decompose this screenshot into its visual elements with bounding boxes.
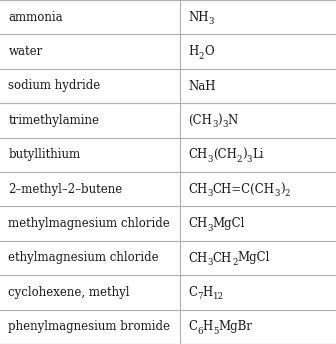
Text: C: C <box>188 320 197 333</box>
Text: ammonia: ammonia <box>8 11 63 24</box>
Text: CH: CH <box>188 251 207 265</box>
Text: 12: 12 <box>213 292 224 301</box>
Text: 3: 3 <box>207 189 213 198</box>
Text: 2: 2 <box>285 189 290 198</box>
Text: O: O <box>204 45 214 58</box>
Text: 3: 3 <box>247 155 252 164</box>
Text: 5: 5 <box>213 327 218 336</box>
Text: 2: 2 <box>237 155 242 164</box>
Text: water: water <box>8 45 43 58</box>
Text: MgCl: MgCl <box>213 217 245 230</box>
Text: CH: CH <box>188 183 207 196</box>
Text: cyclohexene, methyl: cyclohexene, methyl <box>8 286 130 299</box>
Text: C: C <box>188 286 197 299</box>
Text: 3: 3 <box>207 258 213 267</box>
Text: 6: 6 <box>197 327 203 336</box>
Text: H: H <box>203 286 213 299</box>
Text: 2: 2 <box>199 52 204 61</box>
Text: ): ) <box>280 183 285 196</box>
Text: MgCl: MgCl <box>238 251 270 265</box>
Text: 3: 3 <box>207 224 213 233</box>
Text: NaH: NaH <box>188 79 216 93</box>
Text: H: H <box>203 320 213 333</box>
Text: sodium hydride: sodium hydride <box>8 79 101 93</box>
Text: 2: 2 <box>232 258 238 267</box>
Text: 2–methyl–2–butene: 2–methyl–2–butene <box>8 183 123 196</box>
Text: methylmagnesium chloride: methylmagnesium chloride <box>8 217 170 230</box>
Text: H: H <box>188 45 199 58</box>
Text: CH: CH <box>188 148 207 161</box>
Text: CH: CH <box>213 251 232 265</box>
Text: phenylmagnesium bromide: phenylmagnesium bromide <box>8 320 170 333</box>
Text: 3: 3 <box>275 189 280 198</box>
Text: (CH: (CH <box>188 114 212 127</box>
Text: Li: Li <box>252 148 264 161</box>
Text: (CH: (CH <box>213 148 237 161</box>
Text: trimethylamine: trimethylamine <box>8 114 99 127</box>
Text: CH: CH <box>188 217 207 230</box>
Text: ethylmagnesium chloride: ethylmagnesium chloride <box>8 251 159 265</box>
Text: 3: 3 <box>207 155 213 164</box>
Text: 3: 3 <box>209 17 214 26</box>
Text: NH: NH <box>188 11 209 24</box>
Text: 7: 7 <box>197 292 203 301</box>
Text: butyllithium: butyllithium <box>8 148 81 161</box>
Text: MgBr: MgBr <box>218 320 252 333</box>
Text: 3: 3 <box>212 120 217 129</box>
Text: N: N <box>227 114 238 127</box>
Text: ): ) <box>242 148 247 161</box>
Text: ): ) <box>217 114 222 127</box>
Text: CH=C(CH: CH=C(CH <box>213 183 275 196</box>
Text: 3: 3 <box>222 120 227 129</box>
